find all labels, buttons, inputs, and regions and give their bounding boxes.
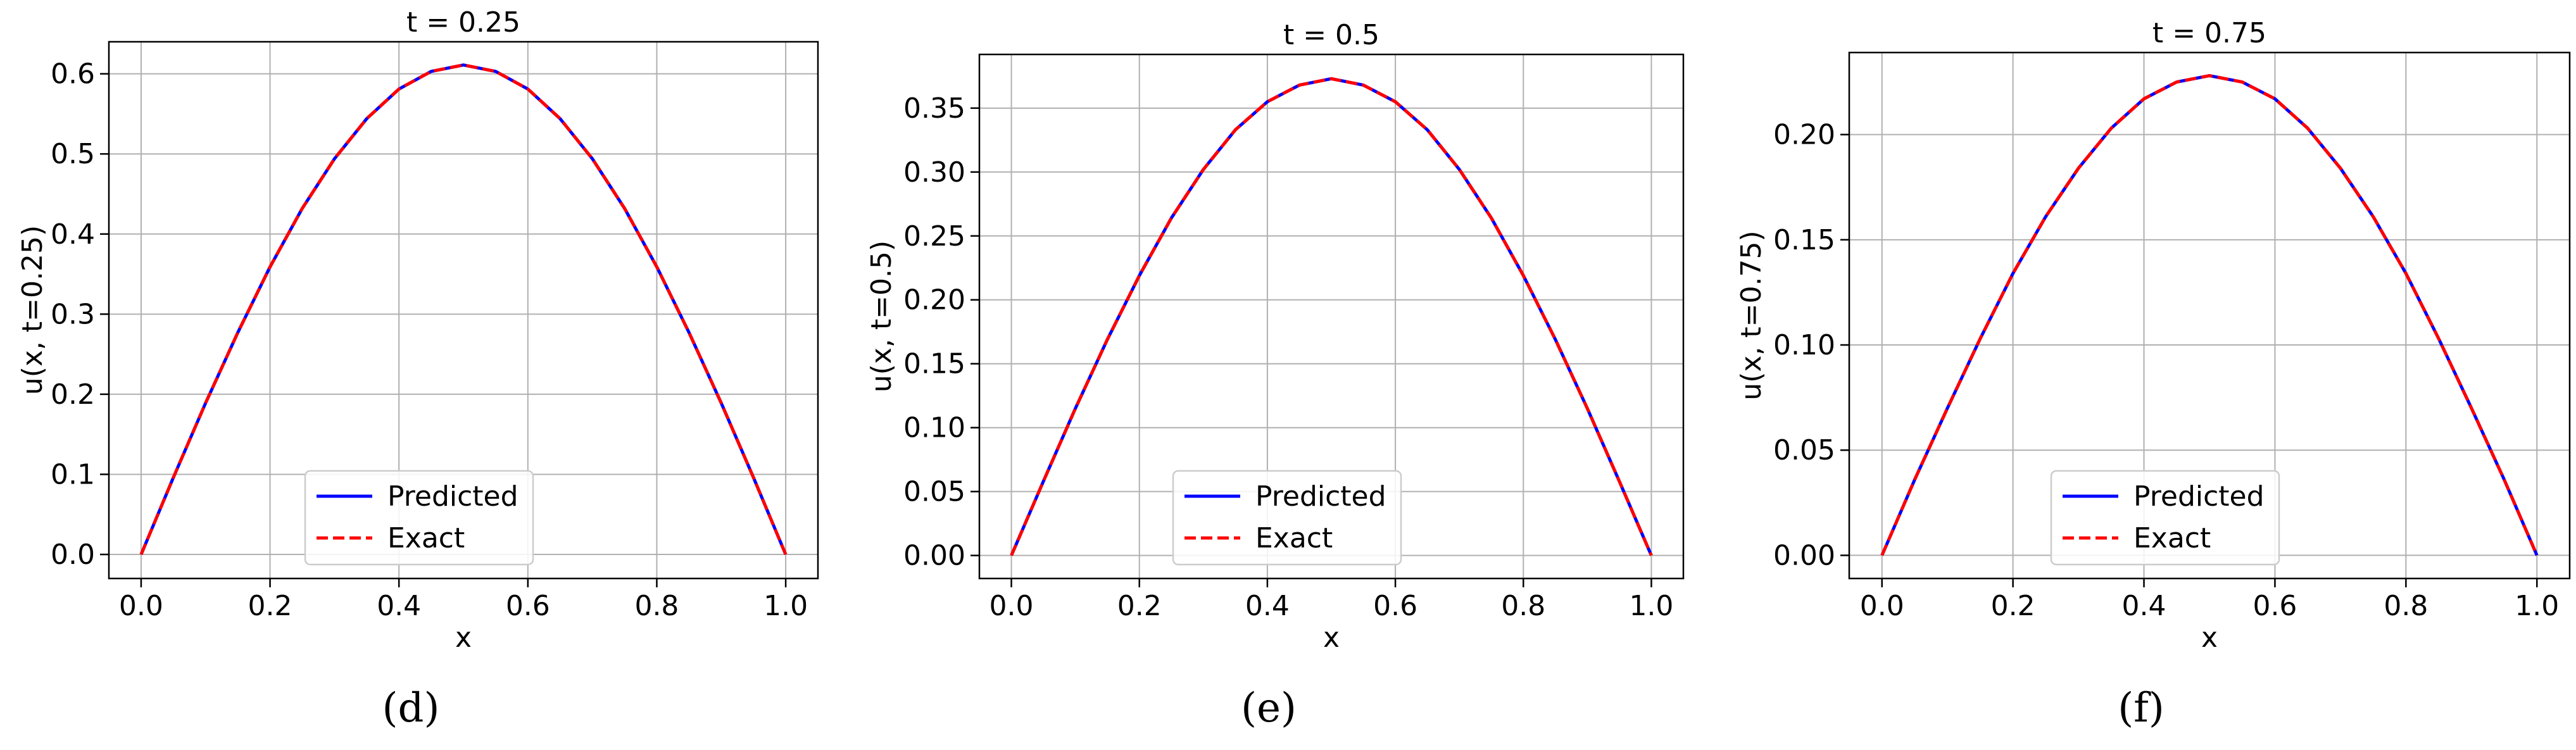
chart-panel-0: 0.0 0.2 0.4 0.6 0.8 1.0 0.0 0.1 0.2 0.3 0.4 0.5 0.6 t…: [16, 6, 819, 732]
legend: Predicted Exact: [304, 470, 534, 566]
x-tick-label: 0.8: [1501, 590, 1545, 622]
y-tick-label: 0.30: [903, 156, 965, 189]
x-tick-label: 0.4: [377, 590, 421, 622]
series-line-exact: [1010, 77, 1653, 556]
y-tick-label: 0.5: [51, 138, 95, 170]
legend: Predicted Exact: [1172, 470, 1402, 566]
legend-box: [2050, 470, 2280, 566]
y-tick-label: 0.00: [903, 540, 965, 572]
chart-panel-2: 0.0 0.2 0.4 0.6 0.8 1.0 0.00 0.05 0.10 0.15 0.20 t …: [1735, 17, 2571, 732]
y-tick-label: 0.4: [51, 218, 95, 251]
legend-label: Predicted: [1255, 480, 1386, 513]
x-tick-label: 0.8: [634, 590, 679, 622]
chart-title: t = 0.75: [2152, 17, 2266, 49]
y-tick-label: 0.2: [51, 378, 95, 411]
y-tick-label: 0.15: [903, 348, 965, 380]
y-tick-label: 0.20: [903, 284, 965, 316]
axes-frame: [108, 41, 819, 580]
x-tick-label: 0.6: [2252, 590, 2297, 622]
legend-label: Exact: [387, 522, 465, 554]
y-tick-label: 0.10: [903, 412, 965, 444]
x-tick-label: 0.4: [1245, 590, 1290, 622]
x-tick-label: 0.0: [119, 590, 163, 622]
y-axis-label: u(x, t=0.75): [1735, 230, 1768, 400]
figure-caption: (e): [1241, 685, 1297, 732]
legend-label: Predicted: [387, 480, 518, 513]
x-tick-label: 0.6: [1373, 590, 1417, 622]
x-tick-label: 0.2: [1991, 590, 2035, 622]
y-tick-label: 0.00: [1773, 539, 1835, 572]
x-axis-label: x: [1323, 622, 1340, 654]
x-tick-label: 0.2: [248, 590, 292, 622]
x-tick-label: 0.6: [506, 590, 550, 622]
legend: Predicted Exact: [2050, 470, 2280, 566]
series-line-exact: [1880, 74, 2539, 556]
y-tick-label: 0.20: [1773, 119, 1835, 151]
x-tick-label: 0.0: [990, 590, 1034, 622]
legend-label: Exact: [2133, 522, 2211, 554]
series-line-exact: [139, 63, 788, 555]
x-tick-label: 0.0: [1860, 590, 1904, 622]
chart-panel-1: 0.0 0.2 0.4 0.6 0.8 1.0 0.00 0.05 0.10 0.15 0.20 0.…: [865, 19, 1685, 732]
x-tick-label: 0.4: [2122, 590, 2166, 622]
axes-frame: [978, 53, 1685, 580]
y-tick-label: 0.35: [903, 92, 965, 125]
x-axis-label: x: [2201, 622, 2218, 654]
x-tick-label: 0.8: [2384, 590, 2428, 622]
y-tick-label: 0.05: [1773, 434, 1835, 466]
y-tick-label: 0.10: [1773, 329, 1835, 361]
y-tick-label: 0.0: [51, 539, 95, 571]
y-tick-label: 0.6: [51, 58, 95, 91]
legend-box: [304, 470, 534, 566]
chart-title: t = 0.5: [1283, 19, 1379, 51]
x-tick-label: 1.0: [2515, 590, 2559, 622]
legend-label: Exact: [1255, 522, 1333, 554]
y-tick-label: 0.1: [51, 458, 95, 491]
y-axis-label: u(x, t=0.25): [16, 225, 49, 395]
axes-frame: [1848, 51, 2571, 580]
x-tick-label: 1.0: [763, 590, 808, 622]
x-tick-label: 1.0: [1629, 590, 1673, 622]
y-tick-label: 0.25: [903, 220, 965, 253]
x-tick-label: 0.2: [1117, 590, 1162, 622]
y-tick-label: 0.05: [903, 476, 965, 508]
chart-title: t = 0.25: [406, 6, 520, 39]
figure-caption: (f): [2118, 685, 2164, 732]
figure-caption: (d): [382, 685, 440, 732]
y-tick-label: 0.15: [1773, 224, 1835, 256]
y-axis-label: u(x, t=0.5): [865, 241, 898, 392]
legend-box: [1172, 470, 1402, 566]
x-axis-label: x: [455, 622, 472, 654]
legend-label: Predicted: [2133, 480, 2265, 513]
y-tick-label: 0.3: [51, 298, 95, 330]
